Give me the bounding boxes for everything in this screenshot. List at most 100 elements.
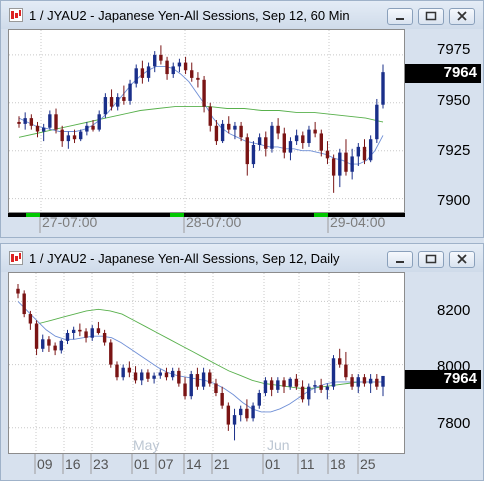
candle-body (202, 79, 206, 107)
candle (115, 361, 119, 381)
x-tick-label: 07 (158, 456, 174, 472)
green-ma-line (38, 308, 383, 389)
x-tick-label: 21 (214, 456, 230, 472)
candle-body (325, 150, 330, 159)
candle (251, 402, 255, 422)
candle (362, 374, 367, 387)
candle (133, 366, 138, 384)
window-titlebar[interactable]: 1 / JYAU2 - Japanese Yen-All Sessions, S… (1, 1, 483, 29)
candle-body (47, 339, 51, 346)
candle (164, 367, 169, 381)
close-icon (457, 254, 467, 264)
candle (307, 383, 311, 406)
price-plot-daily[interactable]: May Jun (8, 272, 405, 454)
candle (84, 328, 88, 343)
candle (48, 110, 52, 130)
candle-body (59, 340, 64, 351)
candle (121, 364, 125, 381)
minimize-button[interactable] (387, 8, 413, 25)
candle (325, 141, 330, 165)
price-plot-60min[interactable] (8, 29, 405, 213)
candle-body (356, 146, 361, 157)
candle (350, 148, 354, 180)
candle (245, 133, 249, 176)
window-title: 1 / JYAU2 - Japanese Yen-All Sessions, S… (29, 251, 340, 266)
candle-body (208, 106, 212, 126)
candle (29, 114, 34, 130)
restore-button[interactable] (418, 8, 444, 25)
restore-icon (425, 254, 437, 264)
candle (17, 116, 21, 128)
close-button[interactable] (449, 251, 475, 268)
candle (97, 110, 101, 132)
candle-body (146, 66, 151, 78)
candle-body (220, 393, 224, 406)
candle-body (102, 333, 107, 343)
candle-body (84, 331, 88, 338)
candle (128, 79, 132, 105)
candle-body (22, 293, 26, 315)
candle-body (313, 129, 317, 134)
candle (276, 377, 280, 393)
candle (220, 386, 224, 409)
candle (282, 377, 286, 393)
candle (356, 143, 361, 167)
candle (337, 348, 342, 368)
candle (202, 75, 206, 113)
candle-body (307, 386, 311, 400)
candle (28, 310, 33, 330)
candle (153, 51, 157, 73)
candle (288, 137, 293, 161)
candle (368, 374, 373, 393)
month-label: May (133, 437, 160, 453)
restore-button[interactable] (418, 251, 444, 268)
candle-body (41, 339, 45, 349)
candle (78, 323, 82, 337)
candle-body (381, 375, 385, 387)
candle-body (276, 125, 280, 134)
candle (264, 131, 268, 157)
candle (196, 72, 200, 88)
candle (91, 120, 95, 132)
candle (85, 121, 89, 136)
minimize-icon (396, 261, 404, 263)
candle-body (381, 72, 385, 105)
y-tick-label: 7900 (437, 192, 471, 209)
candle-body (233, 125, 237, 130)
x-tick-label: 11 (300, 456, 315, 472)
candle (189, 370, 193, 400)
x-tick-label: 18 (330, 456, 346, 472)
candle (257, 389, 261, 409)
candle-body (133, 372, 138, 381)
candle-body (288, 141, 293, 153)
window-titlebar[interactable]: 1 / JYAU2 - Japanese Yen-All Sessions, S… (1, 244, 483, 272)
candle-body (121, 367, 125, 378)
candle-body (23, 118, 27, 124)
minimize-button[interactable] (387, 251, 413, 268)
candle (381, 375, 385, 397)
close-button[interactable] (449, 8, 475, 25)
candle (177, 58, 182, 73)
candle-body (251, 144, 256, 165)
candle (41, 123, 46, 142)
candle (41, 334, 45, 352)
candle (307, 125, 311, 147)
last-price-tag: 7964 (405, 370, 481, 389)
candle-body (269, 380, 274, 390)
candle-body (17, 121, 21, 124)
session-bar (8, 213, 405, 217)
candle (251, 141, 256, 168)
candle (116, 93, 120, 111)
candle (171, 62, 175, 78)
chart-app-icon (9, 8, 23, 22)
candle (134, 64, 138, 88)
candle-body (196, 77, 200, 80)
x-tick-label: 28-07:00 (186, 214, 242, 230)
candle (331, 355, 336, 390)
candle (282, 127, 286, 159)
candle-body (220, 123, 225, 142)
candle-body (239, 408, 243, 416)
restore-icon (425, 11, 437, 21)
blue-ma-line (17, 301, 383, 413)
candle (356, 374, 360, 393)
